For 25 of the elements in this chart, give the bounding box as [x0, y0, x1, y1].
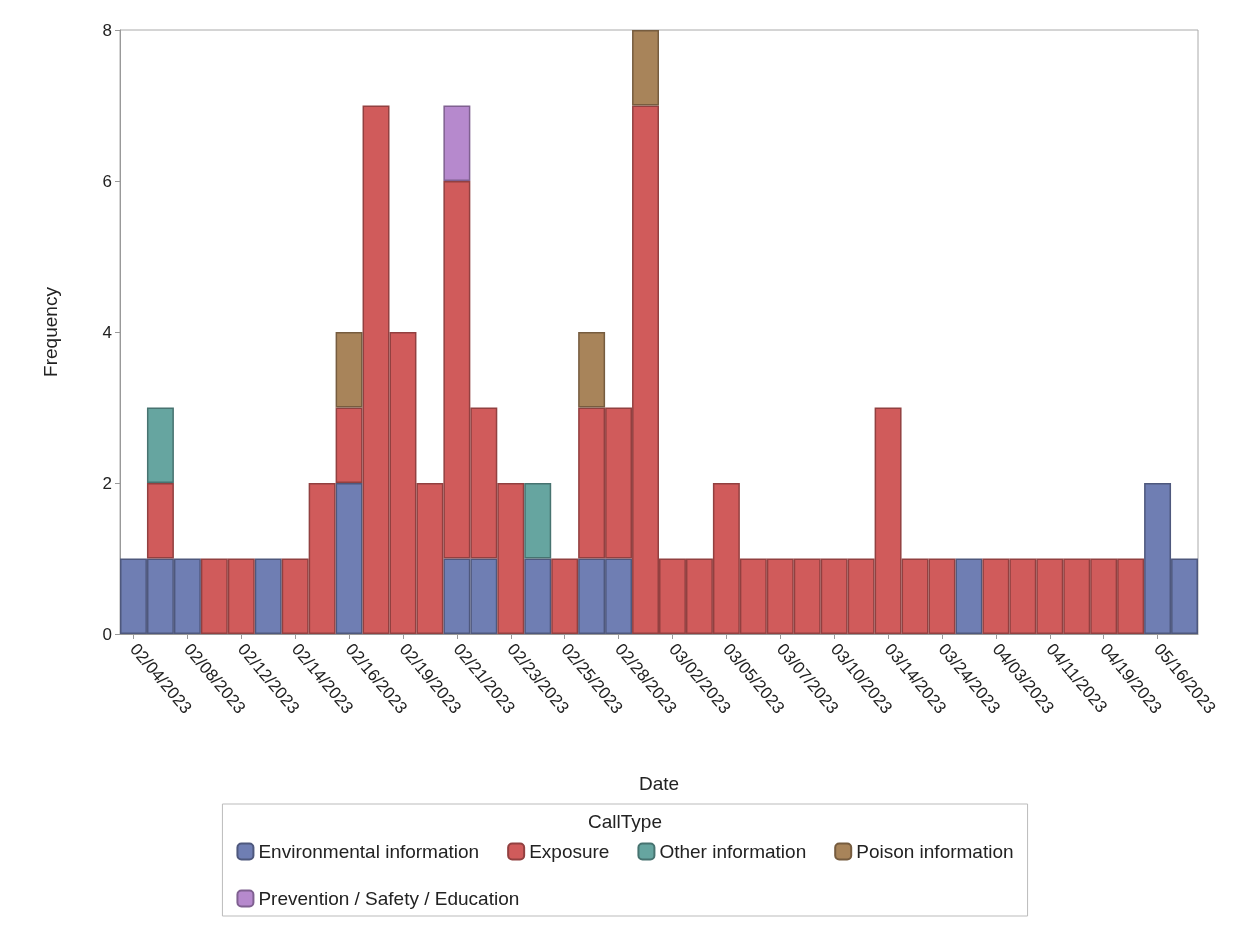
y-tick-label: 0 — [102, 624, 112, 644]
y-tick-label: 8 — [102, 20, 112, 40]
legend-label: Environmental information — [258, 841, 480, 862]
legend-title: CallType — [588, 811, 662, 832]
bar — [146, 407, 174, 483]
bar — [443, 105, 471, 181]
y-tick-label: 4 — [102, 322, 112, 342]
bar — [254, 558, 282, 634]
bar — [146, 483, 174, 559]
bar — [335, 332, 363, 408]
x-axis-title: Date — [638, 773, 680, 794]
legend-label: Other information — [659, 841, 807, 862]
bar — [955, 558, 983, 634]
legend-label: Exposure — [529, 841, 610, 862]
bar — [632, 30, 659, 106]
bar — [578, 332, 606, 408]
bar — [524, 558, 552, 634]
bar — [335, 483, 363, 634]
y-axis-title: Frequency — [40, 286, 61, 377]
legend-label: Prevention / Safety / Education — [258, 888, 520, 909]
legend-label: Poison information — [856, 841, 1014, 862]
y-tick-label: 2 — [102, 473, 112, 493]
bar — [524, 483, 552, 559]
y-tick-label: 6 — [102, 171, 112, 191]
bar — [551, 558, 579, 634]
